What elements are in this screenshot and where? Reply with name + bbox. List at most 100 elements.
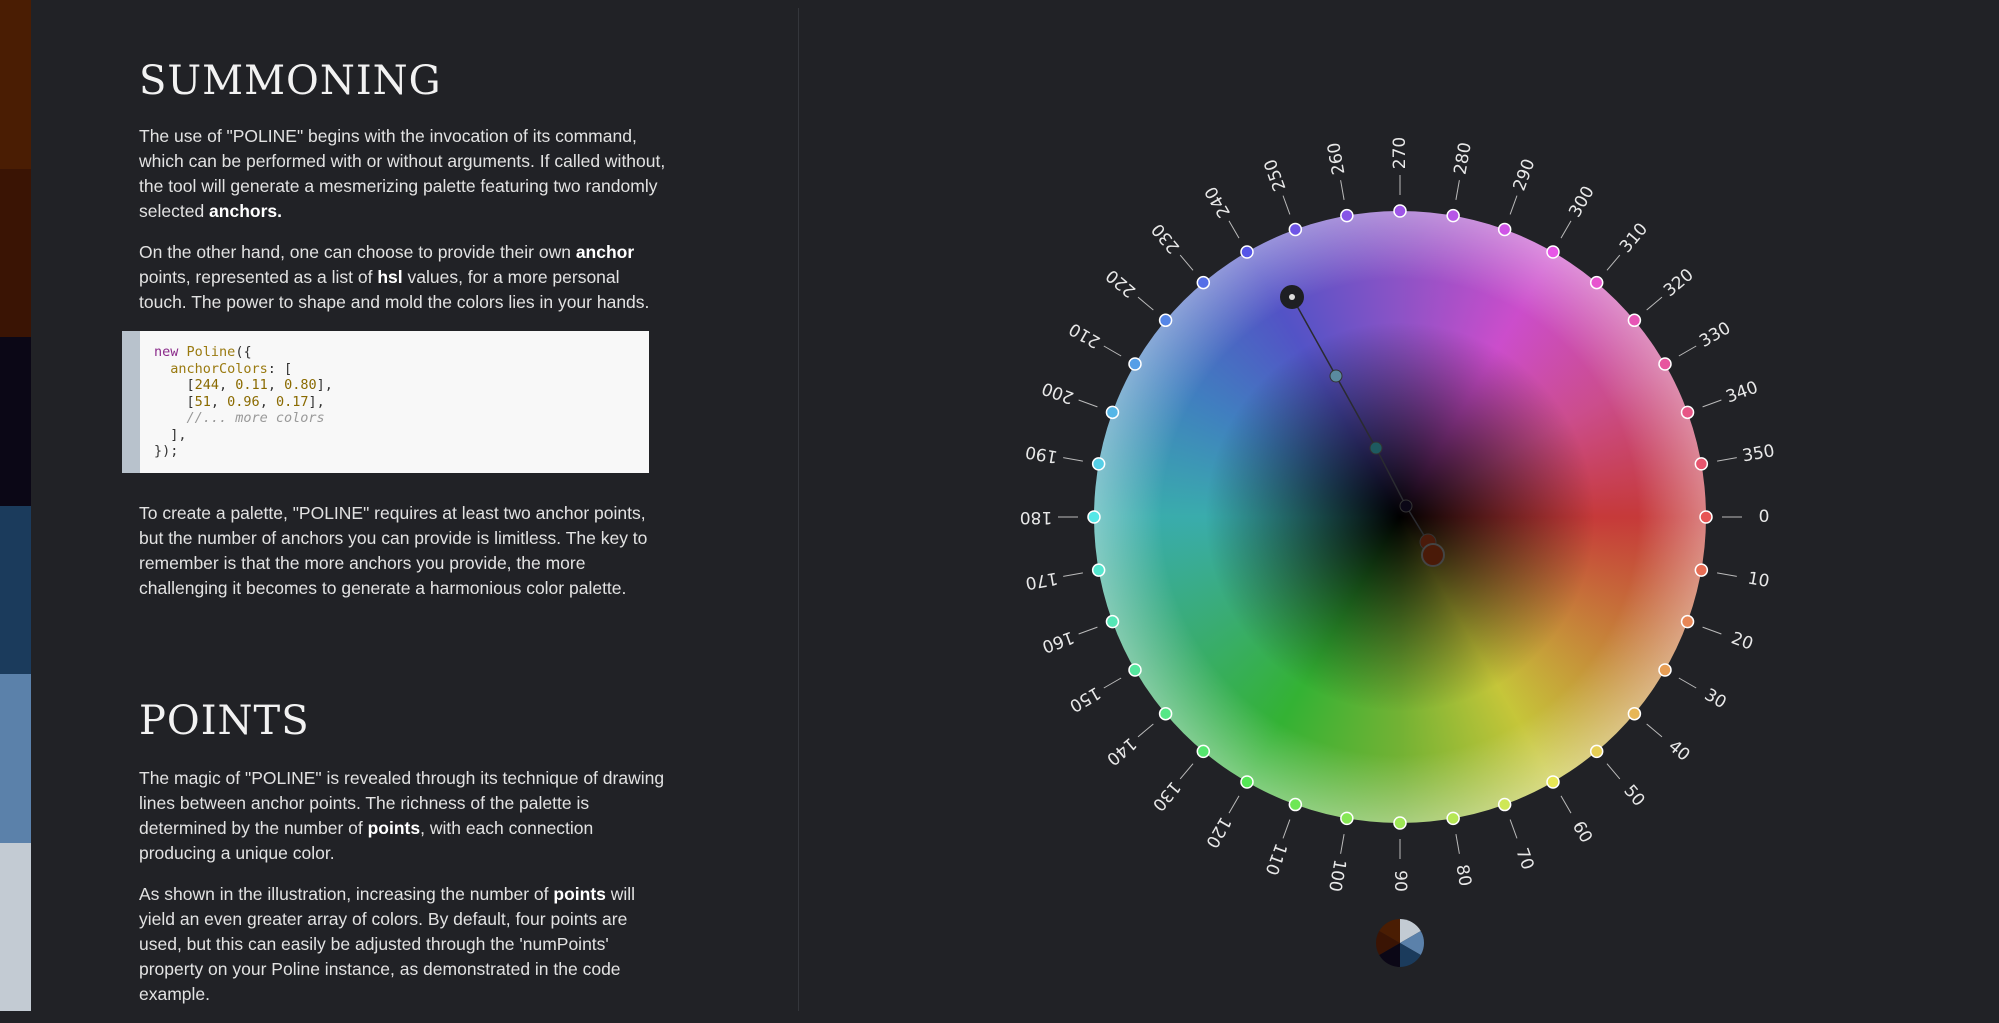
tick-label: 10 <box>1746 568 1771 591</box>
hue-dot[interactable] <box>1091 563 1106 577</box>
tick-line <box>1560 795 1572 814</box>
palette-swatch <box>0 842 31 1011</box>
hue-dot[interactable] <box>1694 457 1709 471</box>
tick-line <box>1282 195 1291 215</box>
palette-pie-slice <box>1400 919 1421 943</box>
hue-dot[interactable] <box>1694 563 1709 577</box>
tick-line <box>1340 180 1345 200</box>
hue-dot[interactable] <box>1240 775 1254 789</box>
hue-dot[interactable] <box>1546 775 1560 789</box>
hue-dot[interactable] <box>1680 614 1695 629</box>
tick-label: 110 <box>1261 840 1291 877</box>
summoning-section: SUMMONING The use of "POLINE" begins wit… <box>122 58 669 617</box>
hue-dot[interactable] <box>1446 811 1460 826</box>
tick-line <box>1678 345 1697 357</box>
code-block[interactable]: new Poline({ anchorColors: [ [244, 0.11,… <box>122 331 649 473</box>
hue-dot[interactable] <box>1627 313 1642 328</box>
hue-dot[interactable] <box>1497 222 1512 237</box>
hue-dot[interactable] <box>1091 457 1106 471</box>
tick-line <box>1717 457 1737 462</box>
hue-dot[interactable] <box>1105 405 1120 420</box>
tick-label: 170 <box>1024 568 1059 593</box>
tick-line <box>1455 834 1460 854</box>
column-divider <box>798 8 799 1011</box>
palette-point[interactable] <box>1369 441 1383 455</box>
palette-swatch <box>0 337 31 506</box>
palette-pie-slice <box>1379 919 1400 943</box>
palette-swatch <box>0 168 31 337</box>
tick-line <box>1228 795 1240 814</box>
palette-point[interactable] <box>1329 369 1343 383</box>
palette-swatch <box>0 505 31 674</box>
hue-dot[interactable] <box>1196 744 1211 759</box>
tick-label: 260 <box>1324 141 1349 176</box>
hue-dot[interactable] <box>1288 797 1303 812</box>
palette-swatch <box>0 0 31 169</box>
summoning-paragraph-3: To create a palette, "POLINE" requires a… <box>139 502 648 598</box>
tick-line <box>1103 677 1122 689</box>
tick-label: 290 <box>1510 156 1540 193</box>
tick-label: 350 <box>1741 441 1776 466</box>
tick-line <box>1702 626 1722 635</box>
hue-dot[interactable] <box>1105 614 1120 629</box>
hue-dot[interactable] <box>1446 208 1460 223</box>
hue-dot[interactable] <box>1158 706 1173 721</box>
hue-dot[interactable] <box>1158 313 1173 328</box>
tick-label: 90 <box>1390 870 1410 892</box>
hue-dot[interactable] <box>1128 663 1142 677</box>
hue-dot[interactable] <box>1340 811 1354 826</box>
hue-dot[interactable] <box>1699 510 1713 524</box>
tick-line <box>1063 457 1083 462</box>
tick-label: 70 <box>1511 845 1537 872</box>
hue-dot[interactable] <box>1497 797 1512 812</box>
tick-line <box>1646 296 1663 311</box>
tick-line <box>1103 345 1122 357</box>
tick-line <box>1179 254 1194 271</box>
palette-point[interactable] <box>1399 499 1413 513</box>
tick-label: 190 <box>1024 441 1059 466</box>
hue-dot[interactable] <box>1128 357 1142 371</box>
hue-dot[interactable] <box>1546 245 1560 259</box>
hue-dot[interactable] <box>1196 275 1211 290</box>
summoning-paragraph-2: On the other hand, one can choose to pro… <box>139 242 650 312</box>
hue-dot[interactable] <box>1240 245 1254 259</box>
tick-line <box>1455 180 1460 200</box>
hue-dot[interactable] <box>1680 405 1695 420</box>
tick-line <box>1078 626 1098 635</box>
anchor-handle-center <box>1289 294 1295 300</box>
anchor-handle[interactable] <box>1421 543 1445 567</box>
tick-line <box>1560 220 1572 239</box>
tick-line <box>1606 763 1621 780</box>
hue-dot[interactable] <box>1340 208 1354 223</box>
hue-dot[interactable] <box>1658 663 1672 677</box>
tick-line <box>1340 834 1345 854</box>
hue-dot[interactable] <box>1393 816 1407 830</box>
tick-line <box>1646 723 1663 738</box>
hue-dot[interactable] <box>1087 510 1101 524</box>
wheel-disc[interactable] <box>1094 211 1706 823</box>
tick-label: 80 <box>1451 863 1474 888</box>
hue-dot[interactable] <box>1589 275 1604 290</box>
hue-dot[interactable] <box>1589 744 1604 759</box>
palette-swatch <box>0 674 31 843</box>
tick-line <box>1179 763 1194 780</box>
tick-label: 0 <box>1759 507 1770 527</box>
palette-pie-slice <box>1400 931 1425 955</box>
tick-label: 20 <box>1728 628 1755 654</box>
tick-line <box>1509 819 1518 839</box>
tick-label: 160 <box>1039 627 1076 657</box>
tick-line <box>1063 572 1083 577</box>
hue-dot[interactable] <box>1627 706 1642 721</box>
hue-dot[interactable] <box>1658 357 1672 371</box>
tick-label: 180 <box>1020 507 1052 527</box>
points-paragraph-2: As shown in the illustration, increasing… <box>139 884 636 1004</box>
section-title-summoning: SUMMONING <box>139 58 442 104</box>
hue-dot[interactable] <box>1393 204 1407 218</box>
hue-dot[interactable] <box>1288 222 1303 237</box>
tick-line <box>1137 296 1154 311</box>
tick-label: 280 <box>1451 141 1476 176</box>
palette-pie-slice <box>1379 943 1400 967</box>
tick-line <box>1509 195 1518 215</box>
tick-line <box>1282 819 1291 839</box>
